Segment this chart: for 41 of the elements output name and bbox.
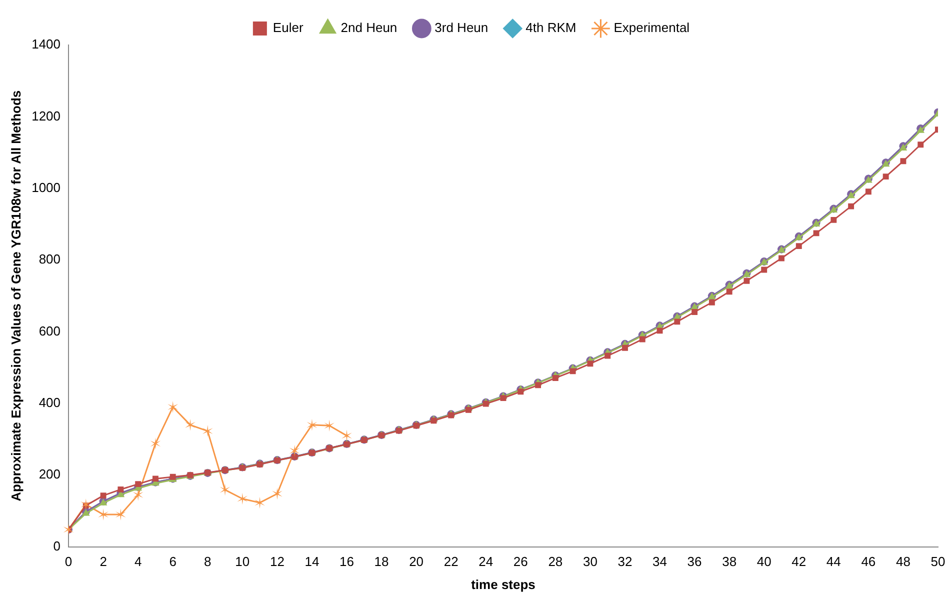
x-tick-label: 24 (478, 554, 494, 570)
x-tick-label: 20 (409, 554, 424, 570)
x-tick-label: 16 (340, 554, 354, 570)
x-tick-label: 8 (204, 554, 212, 570)
x-tick-label: 26 (513, 554, 528, 570)
x-axis-title: time steps (471, 576, 536, 592)
x-tick-label: 38 (722, 554, 737, 570)
y-axis-title: Approximate Expression Values of Gene YGR108w for All Methods (8, 90, 24, 502)
y-tick-label: 1200 (32, 108, 61, 124)
legend-label: 3rd Heun (434, 20, 488, 36)
x-tick-label: 12 (270, 554, 284, 570)
x-tick-label: 50 (930, 554, 946, 570)
x-tick-label: 4 (134, 554, 142, 570)
legend-label: Euler (272, 20, 304, 36)
legend-label: Experimental (614, 20, 690, 36)
y-tick-label: 400 (38, 395, 61, 410)
x-tick-label: 14 (304, 554, 320, 570)
x-tick-label: 46 (861, 554, 876, 570)
x-tick-label: 30 (582, 554, 598, 570)
x-tick-label: 42 (792, 554, 806, 570)
y-tick-label: 1000 (32, 180, 61, 195)
x-tick-label: 10 (235, 554, 250, 570)
x-tick-label: 34 (652, 554, 667, 570)
x-tick-label: 2 (100, 554, 107, 570)
x-tick-label: 40 (756, 554, 772, 570)
y-tick-label: 1400 (32, 36, 61, 52)
x-tick-label: 22 (444, 554, 458, 570)
x-tick-label: 48 (896, 554, 910, 570)
y-tick-label: 800 (38, 252, 61, 267)
x-tick-label: 6 (169, 554, 176, 570)
legend-label: 4th RKM (526, 20, 576, 36)
x-tick-label: 36 (687, 554, 702, 570)
y-tick-label: 600 (38, 323, 61, 338)
x-tick-label: 44 (826, 554, 841, 570)
x-tick-label: 0 (64, 554, 72, 570)
y-tick-label: 0 (53, 538, 61, 554)
x-tick-label: 32 (618, 554, 632, 570)
x-tick-label: 18 (374, 554, 389, 570)
x-tick-label: 28 (548, 554, 563, 570)
y-tick-label: 200 (38, 466, 61, 482)
legend-label: 2nd Heun (340, 20, 398, 36)
